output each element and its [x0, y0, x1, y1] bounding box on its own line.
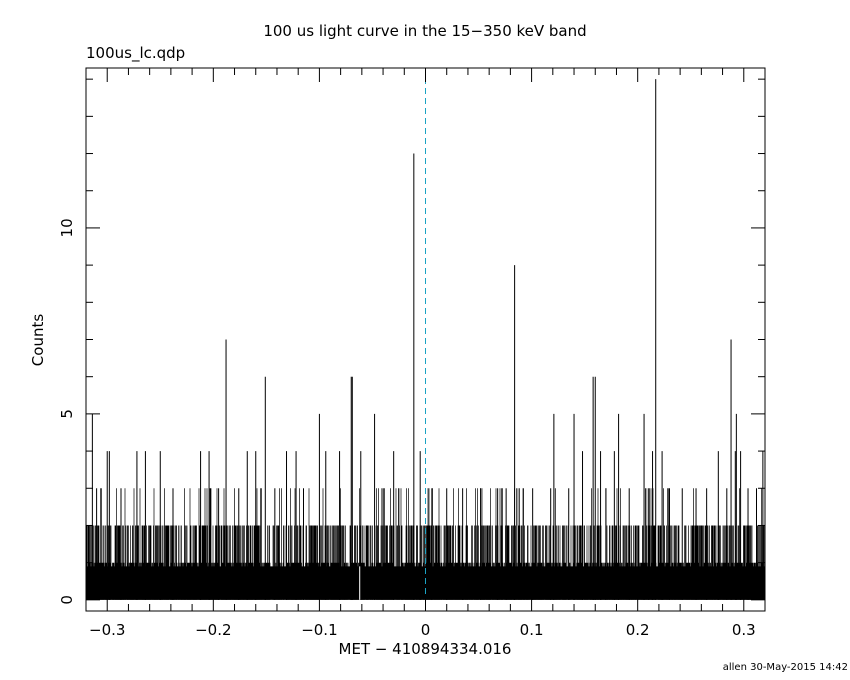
footer-stamp: allen 30-May-2015 14:42 [722, 662, 848, 673]
x-axis-label: MET − 410894334.016 [338, 640, 512, 658]
x-tick-label: 0.3 [732, 621, 756, 639]
y-tick-label: 10 [58, 218, 76, 237]
x-tick-label: 0 [421, 621, 431, 639]
x-tick-label: 0.1 [520, 621, 544, 639]
chart-title: 100 us light curve in the 15−350 keV ban… [263, 22, 587, 40]
y-tick-label: 5 [58, 409, 76, 419]
y-tick-label: 0 [58, 595, 76, 605]
axis-tick-labels: −0.3 −0.2 −0.1 0 0.1 0.2 0.3 0 5 10 [58, 218, 756, 639]
peak-bars [91, 79, 764, 600]
zero-bin-gap [359, 566, 361, 600]
x-tick-label: −0.3 [89, 621, 125, 639]
axis-ticks [85, 68, 766, 611]
x-tick-label: −0.1 [301, 621, 337, 639]
chart-subtitle: 100us_lc.qdp [86, 44, 186, 62]
x-tick-label: 0.2 [626, 621, 650, 639]
x-tick-label: −0.2 [195, 621, 231, 639]
